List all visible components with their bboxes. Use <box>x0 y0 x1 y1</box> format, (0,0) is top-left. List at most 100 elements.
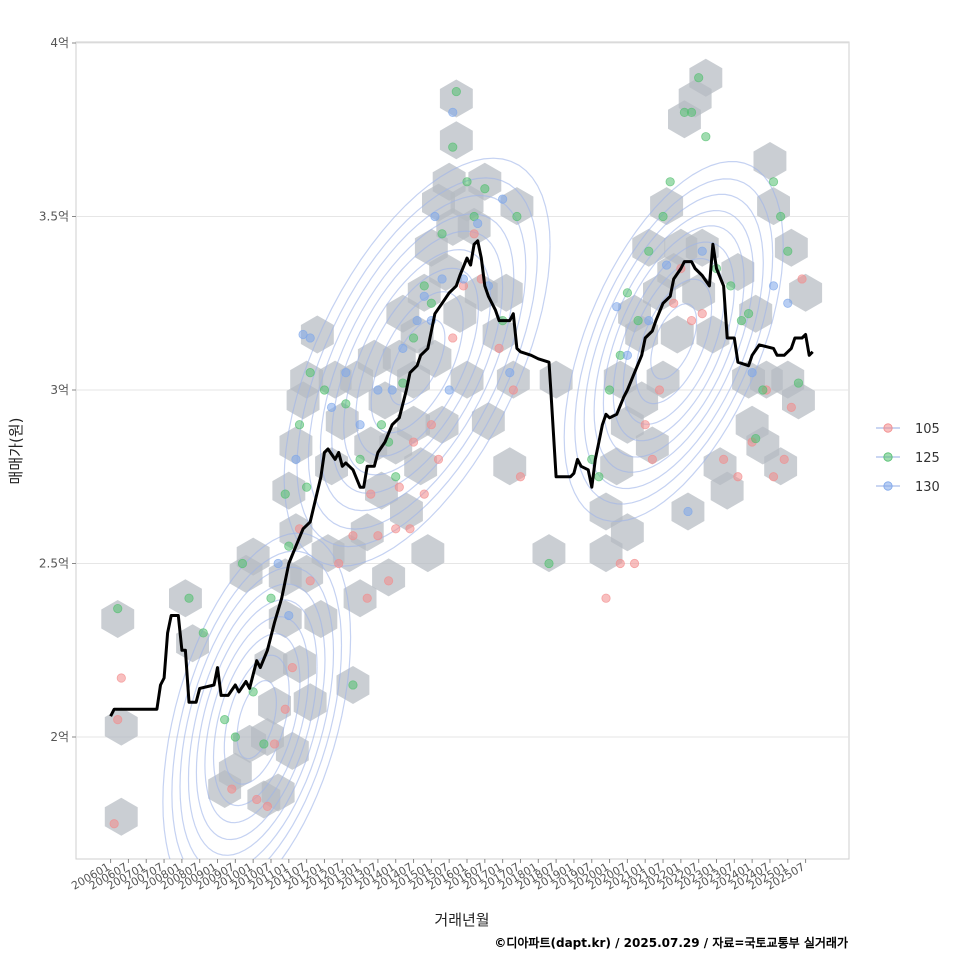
point-125 <box>633 315 643 326</box>
point-125 <box>701 132 711 142</box>
legend-key-105 <box>883 423 893 433</box>
point-130 <box>612 302 622 312</box>
point-105 <box>280 704 290 714</box>
point-125 <box>294 420 305 430</box>
point-105 <box>686 315 697 326</box>
point-125 <box>686 107 697 118</box>
density-contour <box>650 303 698 380</box>
density-contour <box>296 177 538 548</box>
y-tick-label: 2.5억 <box>39 557 69 571</box>
point-105 <box>109 819 119 829</box>
hex-bin <box>354 426 388 465</box>
point-105 <box>448 333 458 343</box>
point-105 <box>408 437 419 447</box>
density-contour <box>307 194 527 530</box>
point-125 <box>259 739 269 749</box>
hex-bin <box>610 513 644 552</box>
point-105 <box>469 229 479 239</box>
point-130 <box>398 343 408 353</box>
point-105 <box>733 472 743 482</box>
point-130 <box>683 506 693 517</box>
point-130 <box>373 385 383 395</box>
point-125 <box>604 385 615 395</box>
x-axis-label: 거래년월 <box>434 911 489 929</box>
hex-bin <box>753 142 787 180</box>
point-130 <box>747 368 757 378</box>
point-105 <box>419 489 429 499</box>
point-130 <box>697 246 707 256</box>
point-105 <box>394 482 404 492</box>
hex-bin <box>343 579 377 618</box>
grid-lines <box>76 42 849 738</box>
point-105 <box>252 794 262 805</box>
hex-bin <box>689 58 723 97</box>
point-105 <box>348 531 358 541</box>
point-130 <box>437 274 447 284</box>
point-125 <box>451 86 461 97</box>
point-125 <box>302 482 312 492</box>
point-130 <box>644 315 654 326</box>
point-125 <box>462 177 472 187</box>
density-contour <box>583 193 764 490</box>
density-contour <box>212 633 301 807</box>
point-130 <box>419 291 429 301</box>
point-105 <box>494 343 504 353</box>
density-contour <box>179 566 335 859</box>
point-125 <box>776 211 786 222</box>
point-125 <box>544 558 554 569</box>
point-125 <box>736 315 747 326</box>
point-105 <box>601 593 611 603</box>
point-105 <box>797 274 807 284</box>
point-105 <box>615 558 625 569</box>
point-105 <box>719 454 729 464</box>
point-130 <box>444 385 454 395</box>
hex-bin <box>275 731 309 770</box>
hex-bin <box>429 253 463 291</box>
point-130 <box>505 368 515 378</box>
point-105 <box>262 801 273 812</box>
point-125 <box>768 177 779 187</box>
hex-bin <box>357 339 391 378</box>
legend-label: 105 <box>915 422 940 437</box>
point-105 <box>287 662 297 673</box>
density-contour <box>187 583 326 856</box>
point-105 <box>654 385 665 395</box>
y-axis-label: 매매가(원) <box>7 418 25 485</box>
point-130 <box>291 454 301 464</box>
hex-bin <box>254 645 288 684</box>
hex-bin <box>443 294 477 333</box>
moving-average-line <box>109 239 814 717</box>
hex-bin <box>101 600 135 638</box>
density-contour <box>283 157 551 567</box>
density-contour <box>162 532 352 859</box>
point-130 <box>783 298 793 308</box>
point-105 <box>669 298 679 308</box>
point-105 <box>433 454 444 464</box>
point-125 <box>220 715 230 725</box>
density-contour <box>195 599 318 841</box>
hex-bin <box>635 426 669 465</box>
point-130 <box>430 211 440 222</box>
point-125 <box>726 281 736 291</box>
point-125 <box>758 385 768 395</box>
hex-bin <box>218 752 252 791</box>
point-105 <box>640 420 650 430</box>
point-130 <box>412 315 422 326</box>
density-contour <box>355 267 479 457</box>
point-125 <box>694 73 704 83</box>
point-105 <box>779 454 789 464</box>
hex-bin <box>365 471 398 510</box>
hex-bin <box>539 360 573 399</box>
point-125 <box>355 454 365 464</box>
point-125 <box>665 177 675 187</box>
point-125 <box>480 184 490 194</box>
point-125 <box>237 558 248 569</box>
caption: ©디아파트(dapt.kr) / 2025.07.29 / 자료=국토교통부 실… <box>494 935 848 950</box>
point-125 <box>319 385 330 395</box>
point-105 <box>366 489 376 499</box>
density-contour <box>343 248 492 476</box>
density-contour <box>622 258 725 425</box>
point-125 <box>284 541 294 551</box>
y-tick-label: 3.5억 <box>39 210 69 224</box>
